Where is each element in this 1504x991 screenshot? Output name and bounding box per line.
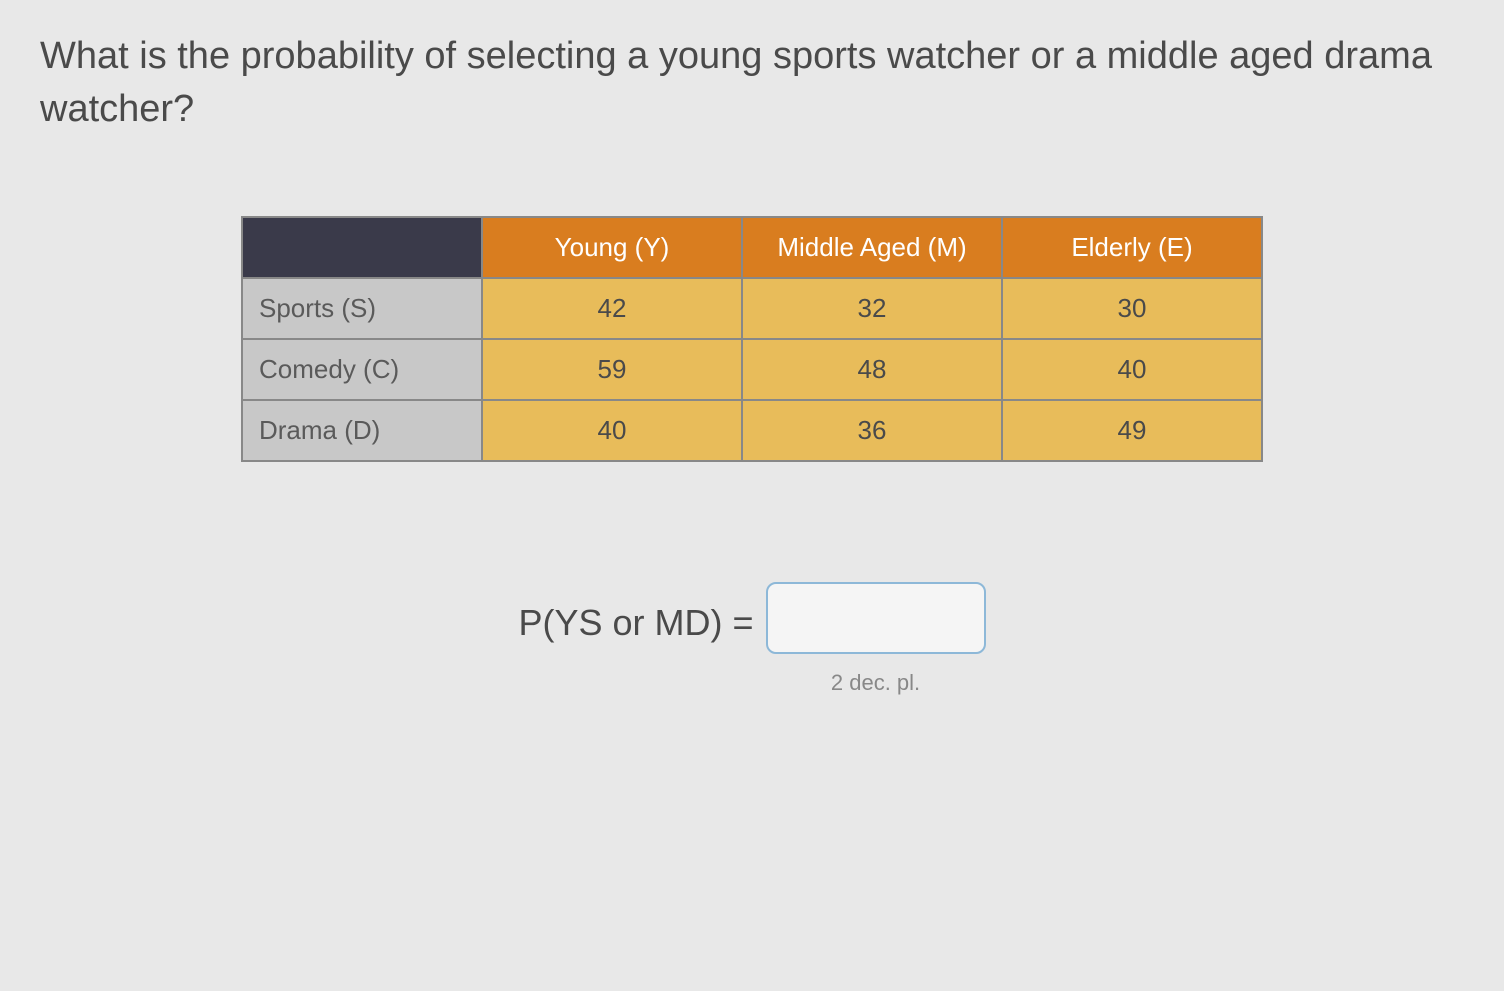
table-row: Sports (S) 42 32 30 xyxy=(242,278,1262,339)
col-header-elderly: Elderly (E) xyxy=(1002,217,1262,278)
question-text: What is the probability of selecting a y… xyxy=(40,30,1464,136)
cell-comedy-young: 59 xyxy=(482,339,742,400)
answer-row: P(YS or MD) = 2 dec. pl. xyxy=(40,582,1464,696)
cell-drama-elderly: 49 xyxy=(1002,400,1262,461)
table-row: Comedy (C) 59 48 40 xyxy=(242,339,1262,400)
table-row: Drama (D) 40 36 49 xyxy=(242,400,1262,461)
hint-text: 2 dec. pl. xyxy=(831,670,920,696)
cell-drama-middle: 36 xyxy=(742,400,1002,461)
data-table: Young (Y) Middle Aged (M) Elderly (E) Sp… xyxy=(241,216,1263,462)
col-header-middle: Middle Aged (M) xyxy=(742,217,1002,278)
cell-comedy-middle: 48 xyxy=(742,339,1002,400)
row-header-drama: Drama (D) xyxy=(242,400,482,461)
corner-cell xyxy=(242,217,482,278)
table-header-row: Young (Y) Middle Aged (M) Elderly (E) xyxy=(242,217,1262,278)
data-table-container: Young (Y) Middle Aged (M) Elderly (E) Sp… xyxy=(40,216,1464,462)
row-header-comedy: Comedy (C) xyxy=(242,339,482,400)
answer-input-wrap: 2 dec. pl. xyxy=(766,582,986,696)
answer-label: P(YS or MD) = xyxy=(518,582,753,644)
answer-input[interactable] xyxy=(766,582,986,654)
cell-sports-middle: 32 xyxy=(742,278,1002,339)
row-header-sports: Sports (S) xyxy=(242,278,482,339)
cell-sports-young: 42 xyxy=(482,278,742,339)
cell-sports-elderly: 30 xyxy=(1002,278,1262,339)
col-header-young: Young (Y) xyxy=(482,217,742,278)
cell-drama-young: 40 xyxy=(482,400,742,461)
cell-comedy-elderly: 40 xyxy=(1002,339,1262,400)
